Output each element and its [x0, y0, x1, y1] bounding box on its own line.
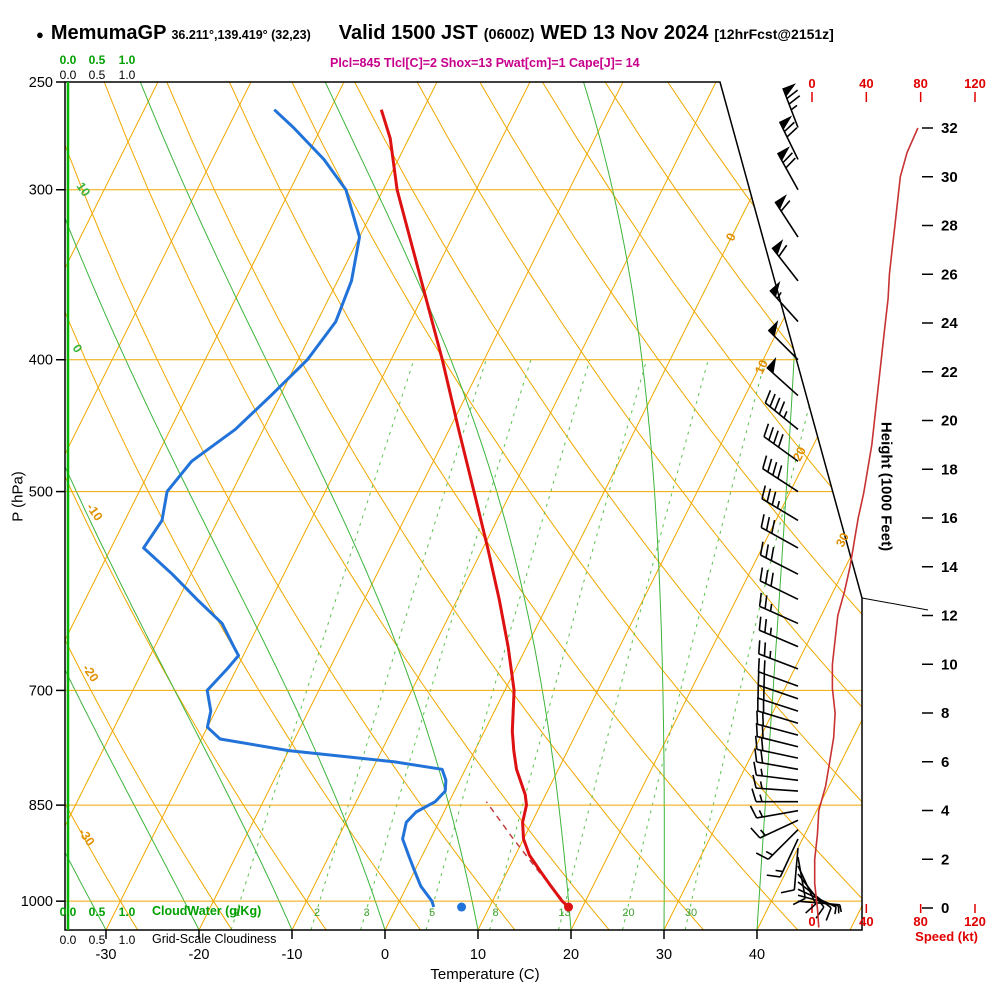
speed-curve	[813, 127, 919, 928]
svg-text:0.0: 0.0	[60, 905, 77, 919]
svg-text:18: 18	[941, 461, 958, 478]
svg-text:0.0: 0.0	[60, 933, 77, 947]
pressure-axis-label: P (hPa)	[9, 471, 27, 522]
svg-text:24: 24	[941, 315, 958, 332]
svg-text:40: 40	[859, 76, 873, 91]
svg-text:0.5: 0.5	[89, 905, 106, 919]
svg-text:10: 10	[941, 656, 958, 673]
surface-dewpoint-dot	[457, 902, 467, 912]
svg-text:400: 400	[29, 353, 53, 369]
skewt-gridlines	[65, 82, 862, 930]
svg-text:-20: -20	[80, 662, 102, 685]
svg-text:20: 20	[941, 413, 958, 430]
temperature-axis-label: Temperature (C)	[430, 966, 540, 983]
svg-text:10: 10	[74, 180, 93, 199]
svg-text:1.0: 1.0	[119, 933, 136, 947]
svg-text:0: 0	[723, 231, 739, 244]
svg-text:3: 3	[363, 907, 369, 919]
svg-text:40: 40	[749, 947, 765, 963]
svg-text:8: 8	[493, 907, 499, 919]
svg-text:500: 500	[29, 485, 53, 501]
cloudwater-axis-label: CloudWater (g/Kg)	[152, 904, 262, 918]
wind-barbs	[749, 83, 843, 921]
svg-text:0.5: 0.5	[89, 933, 106, 947]
svg-text:32: 32	[941, 120, 958, 137]
dewpoint-curve	[142, 108, 448, 908]
valid-time: Valid 1500 JST	[338, 22, 478, 44]
svg-text:80: 80	[913, 914, 927, 929]
svg-text:250: 250	[29, 75, 53, 91]
svg-text:5: 5	[429, 907, 435, 919]
station-coords: 36.211°,139.419° (32,23)	[171, 28, 311, 42]
svg-text:0: 0	[941, 900, 949, 917]
station-dot-icon: ●	[36, 27, 44, 42]
svg-text:120: 120	[964, 76, 986, 91]
mixing-ratio-labels: 1 2 3 5 8 13 20 30	[234, 907, 697, 919]
svg-text:850: 850	[29, 798, 53, 814]
svg-text:4: 4	[941, 803, 950, 820]
svg-text:26: 26	[941, 266, 958, 283]
svg-text:14: 14	[941, 559, 958, 576]
chart-title: ● MemumaGP 36.211°,139.419° (32,23) Vali…	[36, 22, 834, 45]
surface-temp-dot	[564, 902, 574, 912]
svg-text:0: 0	[808, 76, 815, 91]
svg-text:1.0: 1.0	[119, 53, 136, 67]
valid-date: WED 13 Nov 2024	[540, 22, 709, 44]
svg-text:28: 28	[941, 218, 958, 235]
plot-border	[64, 81, 929, 931]
height-axis-label: Height (1000 Feet)	[877, 421, 895, 552]
svg-text:30: 30	[656, 947, 672, 963]
forecast-tag: [12hrFcst@2151z]	[714, 26, 834, 42]
svg-text:40: 40	[859, 914, 873, 929]
svg-text:80: 80	[913, 76, 927, 91]
stability-indices: Plcl=845 Tlcl[C]=2 Shox=13 Pwat[cm]=1 Ca…	[330, 56, 640, 70]
svg-text:1.0: 1.0	[119, 68, 136, 82]
svg-text:0.0: 0.0	[60, 53, 77, 67]
svg-text:120: 120	[964, 914, 986, 929]
svg-text:300: 300	[29, 183, 53, 199]
svg-text:-20: -20	[189, 947, 210, 963]
svg-text:8: 8	[941, 705, 949, 722]
svg-text:10: 10	[752, 358, 771, 377]
svg-text:12: 12	[941, 608, 958, 625]
profiles	[142, 108, 574, 912]
svg-text:0.0: 0.0	[60, 68, 77, 82]
svg-text:0: 0	[381, 947, 389, 963]
svg-text:0: 0	[808, 914, 815, 929]
svg-text:20: 20	[563, 947, 579, 963]
svg-text:22: 22	[941, 364, 958, 381]
svg-text:1.0: 1.0	[119, 905, 136, 919]
svg-text:10: 10	[470, 947, 486, 963]
svg-text:0.5: 0.5	[89, 68, 106, 82]
svg-text:16: 16	[941, 510, 958, 527]
svg-text:20: 20	[622, 907, 634, 919]
cloudiness-axis-label: Grid-Scale Cloudiness	[152, 932, 277, 946]
temperature-curve	[379, 109, 570, 909]
valid-time-z: (0600Z)	[483, 27, 535, 43]
speed-axis-label: Speed (kt)	[915, 929, 978, 944]
svg-text:-10: -10	[84, 501, 106, 524]
svg-text:0.5: 0.5	[89, 53, 106, 67]
svg-text:2: 2	[941, 851, 949, 868]
svg-text:30: 30	[685, 907, 697, 919]
svg-text:1: 1	[234, 907, 240, 919]
svg-text:2: 2	[314, 907, 320, 919]
station-name: MemumaGP	[50, 22, 167, 44]
svg-text:700: 700	[29, 683, 53, 699]
svg-text:30: 30	[833, 531, 852, 550]
svg-text:-10: -10	[282, 947, 303, 963]
svg-text:30: 30	[941, 169, 958, 186]
svg-text:6: 6	[941, 754, 949, 771]
svg-text:-30: -30	[96, 947, 117, 963]
svg-text:1000: 1000	[21, 894, 53, 910]
